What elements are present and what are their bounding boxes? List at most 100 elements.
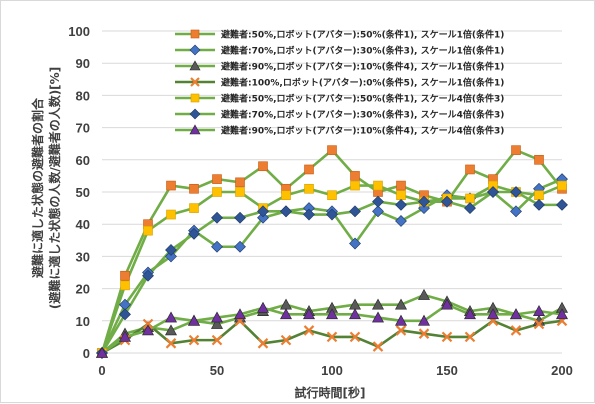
y-axis-title: 避難に適した状態の避難者の割合 <box>30 97 45 278</box>
data-point-marker <box>189 60 201 71</box>
data-point-marker <box>394 298 408 310</box>
series-markers-group <box>96 186 568 359</box>
series-markers <box>95 145 569 359</box>
data-point-marker <box>119 308 131 321</box>
data-point-marker <box>212 174 222 184</box>
data-point-marker <box>396 180 406 191</box>
data-point-marker <box>211 334 223 346</box>
data-point-marker <box>464 331 476 343</box>
data-point-marker <box>350 180 360 191</box>
data-point-marker <box>212 187 222 197</box>
data-point-marker <box>166 180 176 191</box>
data-point-marker <box>418 195 430 208</box>
x-tick-label: 200 <box>551 363 573 378</box>
data-point-marker <box>349 205 361 218</box>
legend-label: 避難者:100%,ロボット(アバター):0%(条件5), スケール1倍(条件1) <box>221 77 504 89</box>
data-point-marker <box>326 208 338 221</box>
data-point-marker <box>256 301 270 313</box>
y-tick-label: 20 <box>76 282 90 297</box>
data-point-marker <box>465 164 475 175</box>
legend-item: 避難者:50%,ロボット(アバター):50%(条件1), スケール4倍(条件3) <box>175 93 504 105</box>
data-point-marker <box>302 308 316 320</box>
data-point-marker <box>465 193 475 204</box>
data-point-marker <box>189 44 201 56</box>
data-point-marker <box>349 331 361 343</box>
data-point-marker <box>510 325 522 336</box>
data-point-marker <box>417 314 431 326</box>
y-tick-label: 50 <box>76 185 90 200</box>
data-point-marker <box>395 325 407 336</box>
data-point-marker <box>395 198 407 211</box>
data-point-marker <box>349 237 361 250</box>
data-point-marker <box>165 250 177 263</box>
data-point-marker <box>532 305 546 316</box>
data-point-marker <box>189 203 199 213</box>
data-point-marker <box>120 280 130 291</box>
legend-item: 避難者:100%,ロボット(アバター):0%(条件5), スケール1倍(条件1) <box>175 77 504 89</box>
data-point-marker <box>327 190 337 201</box>
data-point-marker <box>441 331 453 343</box>
legend-item: 避難者:70%,ロボット(アバター):30%(条件3), スケール1倍(条件1) <box>175 45 504 57</box>
legend-label: 避難者:90%,ロボット(アバター):10%(条件4), スケール4倍(条件3) <box>221 125 504 137</box>
data-point-marker <box>189 124 201 135</box>
data-point-marker <box>142 318 154 330</box>
data-point-marker <box>440 298 454 310</box>
data-point-marker <box>210 317 224 329</box>
data-point-marker <box>371 311 385 323</box>
data-point-marker <box>487 186 499 198</box>
legend-item: 避難者:90%,ロボット(アバター):10%(条件4), スケール1倍(条件1) <box>175 60 504 73</box>
data-point-marker <box>166 209 176 220</box>
data-point-marker <box>141 324 155 336</box>
data-point-marker <box>188 227 200 240</box>
data-point-marker <box>534 190 544 201</box>
y-tick-label: 80 <box>76 88 90 103</box>
x-tick-label: 0 <box>98 363 105 378</box>
y-tick-label: 70 <box>76 121 90 136</box>
data-point-marker <box>327 145 337 155</box>
data-point-marker <box>190 29 200 39</box>
data-point-marker <box>348 308 362 320</box>
data-point-marker <box>303 325 315 336</box>
legend-label: 避難者:50%,ロボット(アバター):50%(条件1), スケール1倍(条件1) <box>221 29 504 41</box>
y-tick-label: 40 <box>76 217 90 232</box>
data-point-marker <box>279 298 293 310</box>
data-point-marker <box>190 93 200 103</box>
legend-item: 避難者:70%,ロボット(アバター):30%(条件3), スケール4倍(条件3) <box>175 109 504 121</box>
data-point-marker <box>534 155 544 165</box>
data-point-marker <box>281 190 291 201</box>
data-point-marker <box>372 195 384 208</box>
data-point-marker <box>188 334 200 346</box>
data-point-marker <box>187 314 201 326</box>
data-point-marker <box>211 240 223 253</box>
legend: 避難者:50%,ロボット(アバター):50%(条件1), スケール1倍(条件1)… <box>175 29 504 137</box>
data-point-marker <box>120 270 130 281</box>
data-point-marker <box>556 198 568 211</box>
legend-label: 避難者:90%,ロボット(アバター):10%(条件4), スケール1倍(条件1) <box>221 61 504 73</box>
data-point-marker <box>164 311 178 323</box>
x-tick-label: 100 <box>321 363 343 378</box>
data-point-marker <box>533 318 545 330</box>
data-point-marker <box>395 215 407 227</box>
data-point-marker <box>464 202 476 215</box>
data-point-marker <box>304 164 314 175</box>
data-point-marker <box>441 195 453 208</box>
data-point-marker <box>257 338 269 349</box>
data-point-marker <box>118 330 132 342</box>
data-point-marker <box>234 240 246 253</box>
data-point-marker <box>190 77 200 87</box>
data-point-marker <box>233 308 247 320</box>
data-point-marker <box>510 205 522 218</box>
legend-label: 避難者:70%,ロボット(アバター):30%(条件3), スケール4倍(条件3) <box>221 109 504 121</box>
data-point-marker <box>555 308 569 320</box>
data-point-marker <box>417 288 431 300</box>
data-point-marker <box>142 269 154 282</box>
data-point-marker <box>210 311 224 323</box>
data-point-marker <box>533 198 545 211</box>
x-axis-title: 試行時間[秒] <box>295 385 366 400</box>
data-point-marker <box>235 177 245 188</box>
data-point-marker <box>396 190 406 201</box>
y-tick-label: 10 <box>76 314 90 329</box>
data-point-marker <box>326 331 338 343</box>
data-point-marker <box>371 298 385 310</box>
data-point-marker <box>325 308 339 320</box>
